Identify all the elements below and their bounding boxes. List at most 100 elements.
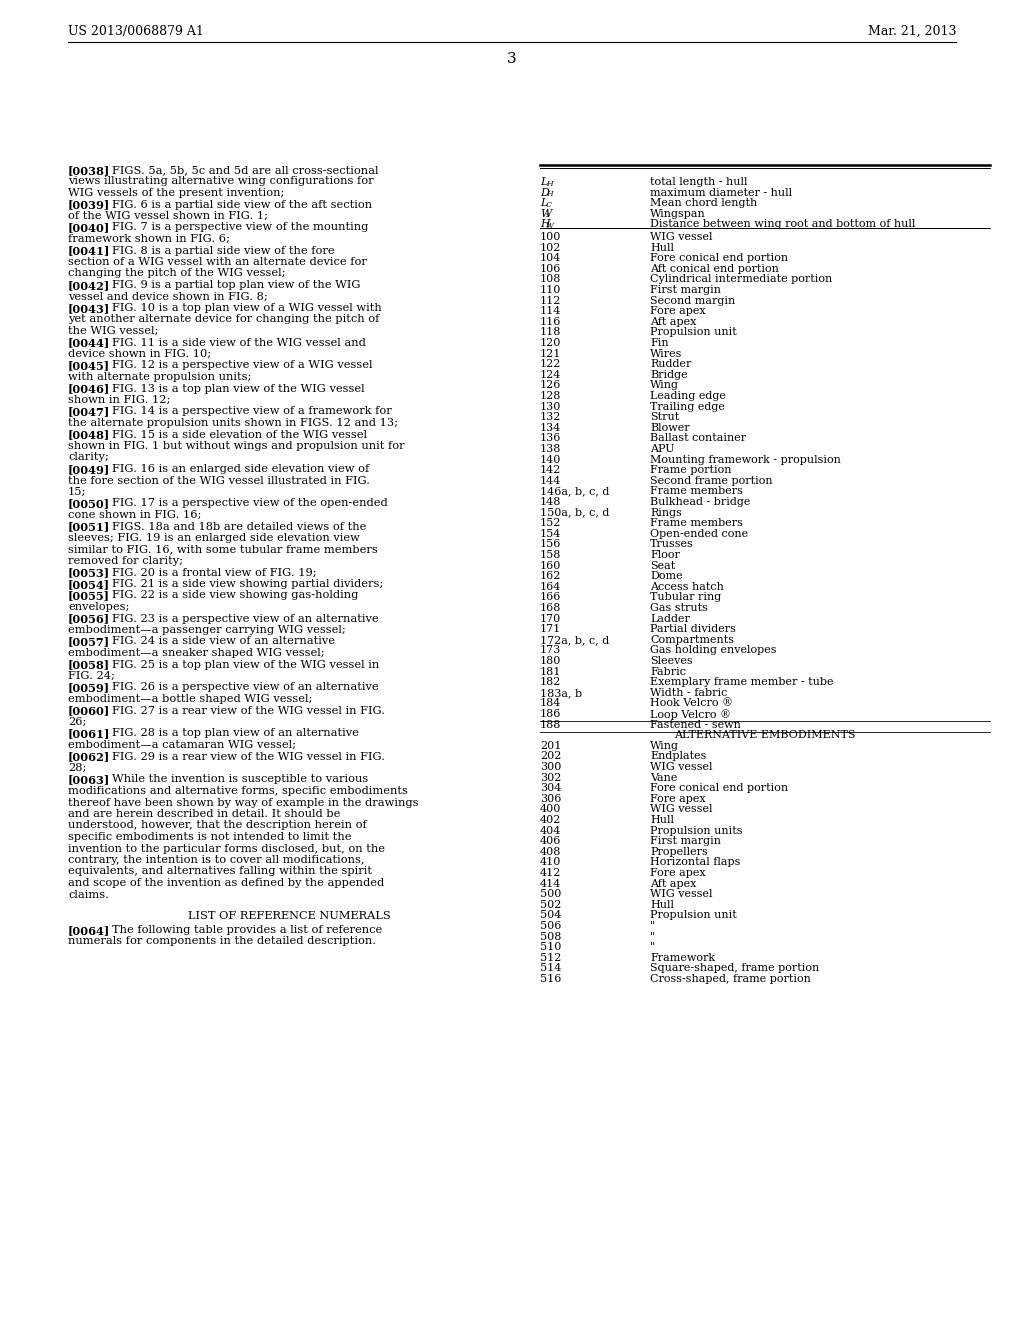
Text: [0059]: [0059] [68,682,111,693]
Text: Fore apex: Fore apex [650,306,706,317]
Text: yet another alternate device for changing the pitch of: yet another alternate device for changin… [68,314,379,325]
Text: cone shown in FIG. 16;: cone shown in FIG. 16; [68,510,202,520]
Text: 160: 160 [540,561,561,570]
Text: [0062]: [0062] [68,751,111,763]
Text: FIG. 17 is a perspective view of the open-ended: FIG. 17 is a perspective view of the ope… [112,499,388,508]
Text: 144: 144 [540,475,561,486]
Text: [0043]: [0043] [68,304,111,314]
Text: Propellers: Propellers [650,847,708,857]
Text: 138: 138 [540,444,561,454]
Text: 128: 128 [540,391,561,401]
Text: embodiment—a bottle shaped WIG vessel;: embodiment—a bottle shaped WIG vessel; [68,694,312,704]
Text: 162: 162 [540,572,561,581]
Text: [0046]: [0046] [68,384,111,395]
Text: Second frame portion: Second frame portion [650,475,773,486]
Text: [0038]: [0038] [68,165,111,176]
Text: 134: 134 [540,422,561,433]
Text: numerals for components in the detailed description.: numerals for components in the detailed … [68,936,376,946]
Text: 306: 306 [540,793,561,804]
Text: 171: 171 [540,624,561,634]
Text: Fore conical end portion: Fore conical end portion [650,253,788,263]
Text: W: W [540,209,551,219]
Text: Aft apex: Aft apex [650,317,696,327]
Text: s: s [546,211,550,219]
Text: embodiment—a catamaran WIG vessel;: embodiment—a catamaran WIG vessel; [68,741,296,750]
Text: 201: 201 [540,741,561,751]
Text: 186: 186 [540,709,561,719]
Text: [0048]: [0048] [68,429,111,441]
Text: W: W [546,222,554,230]
Text: Vane: Vane [650,772,677,783]
Text: FIG. 23 is a perspective view of an alternative: FIG. 23 is a perspective view of an alte… [112,614,379,623]
Text: [0051]: [0051] [68,521,111,532]
Text: 173: 173 [540,645,561,656]
Text: FIG. 29 is a rear view of the WIG vessel in FIG.: FIG. 29 is a rear view of the WIG vessel… [112,751,385,762]
Text: Mean chord length: Mean chord length [650,198,758,209]
Text: Wires: Wires [650,348,682,359]
Text: [0047]: [0047] [68,407,111,417]
Text: ": " [650,921,655,931]
Text: 202: 202 [540,751,561,762]
Text: 516: 516 [540,974,561,983]
Text: 118: 118 [540,327,561,338]
Text: Propulsion unit: Propulsion unit [650,327,736,338]
Text: FIG. 13 is a top plan view of the WIG vessel: FIG. 13 is a top plan view of the WIG ve… [112,384,365,393]
Text: understood, however, that the description herein of: understood, however, that the descriptio… [68,821,367,830]
Text: FIG. 21 is a side view showing partial dividers;: FIG. 21 is a side view showing partial d… [112,579,383,589]
Text: Width - fabric: Width - fabric [650,688,727,698]
Text: While the invention is susceptible to various: While the invention is susceptible to va… [112,775,369,784]
Text: 400: 400 [540,804,561,814]
Text: [0039]: [0039] [68,199,111,210]
Text: [0064]: [0064] [68,925,111,936]
Text: the alternate propulsion units shown in FIGS. 12 and 13;: the alternate propulsion units shown in … [68,418,398,428]
Text: Rudder: Rudder [650,359,691,370]
Text: Wingspan: Wingspan [650,209,706,219]
Text: 121: 121 [540,348,561,359]
Text: Fastened - sewn: Fastened - sewn [650,719,741,730]
Text: modifications and alternative forms, specific embodiments: modifications and alternative forms, spe… [68,785,408,796]
Text: First margin: First margin [650,285,721,294]
Text: Seat: Seat [650,561,675,570]
Text: [0060]: [0060] [68,705,111,717]
Text: Endplates: Endplates [650,751,707,762]
Text: 188: 188 [540,719,561,730]
Text: 28;: 28; [68,763,86,774]
Text: 181: 181 [540,667,561,677]
Text: 130: 130 [540,401,561,412]
Text: Cross-shaped, frame portion: Cross-shaped, frame portion [650,974,811,983]
Text: views illustrating alternative wing configurations for: views illustrating alternative wing conf… [68,177,374,186]
Text: 136: 136 [540,433,561,444]
Text: FIG. 27 is a rear view of the WIG vessel in FIG.: FIG. 27 is a rear view of the WIG vessel… [112,705,385,715]
Text: 170: 170 [540,614,561,623]
Text: 100: 100 [540,232,561,242]
Text: Ladder: Ladder [650,614,690,623]
Text: D: D [540,187,549,198]
Text: FIG. 22 is a side view showing gas-holding: FIG. 22 is a side view showing gas-holdi… [112,590,358,601]
Text: APU: APU [650,444,675,454]
Text: Frame members: Frame members [650,486,742,496]
Text: 404: 404 [540,825,561,836]
Text: FIG. 12 is a perspective view of a WIG vessel: FIG. 12 is a perspective view of a WIG v… [112,360,373,371]
Text: Propulsion unit: Propulsion unit [650,911,736,920]
Text: Access hatch: Access hatch [650,582,724,591]
Text: [0057]: [0057] [68,636,111,648]
Text: Fin: Fin [650,338,669,348]
Text: 122: 122 [540,359,561,370]
Text: 114: 114 [540,306,561,317]
Text: C: C [546,201,552,209]
Text: Wing: Wing [650,741,679,751]
Text: ALTERNATIVE EMBODIMENTS: ALTERNATIVE EMBODIMENTS [674,730,856,741]
Text: WIG vessel: WIG vessel [650,804,713,814]
Text: First margin: First margin [650,836,721,846]
Text: 402: 402 [540,814,561,825]
Text: 512: 512 [540,953,561,962]
Text: Trusses: Trusses [650,540,693,549]
Text: 514: 514 [540,964,561,973]
Text: [0040]: [0040] [68,223,111,234]
Text: The following table provides a list of reference: The following table provides a list of r… [112,925,382,935]
Text: 104: 104 [540,253,561,263]
Text: FIG. 28 is a top plan view of an alternative: FIG. 28 is a top plan view of an alterna… [112,729,358,738]
Text: [0041]: [0041] [68,246,111,256]
Text: with alternate propulsion units;: with alternate propulsion units; [68,372,251,381]
Text: 108: 108 [540,275,561,284]
